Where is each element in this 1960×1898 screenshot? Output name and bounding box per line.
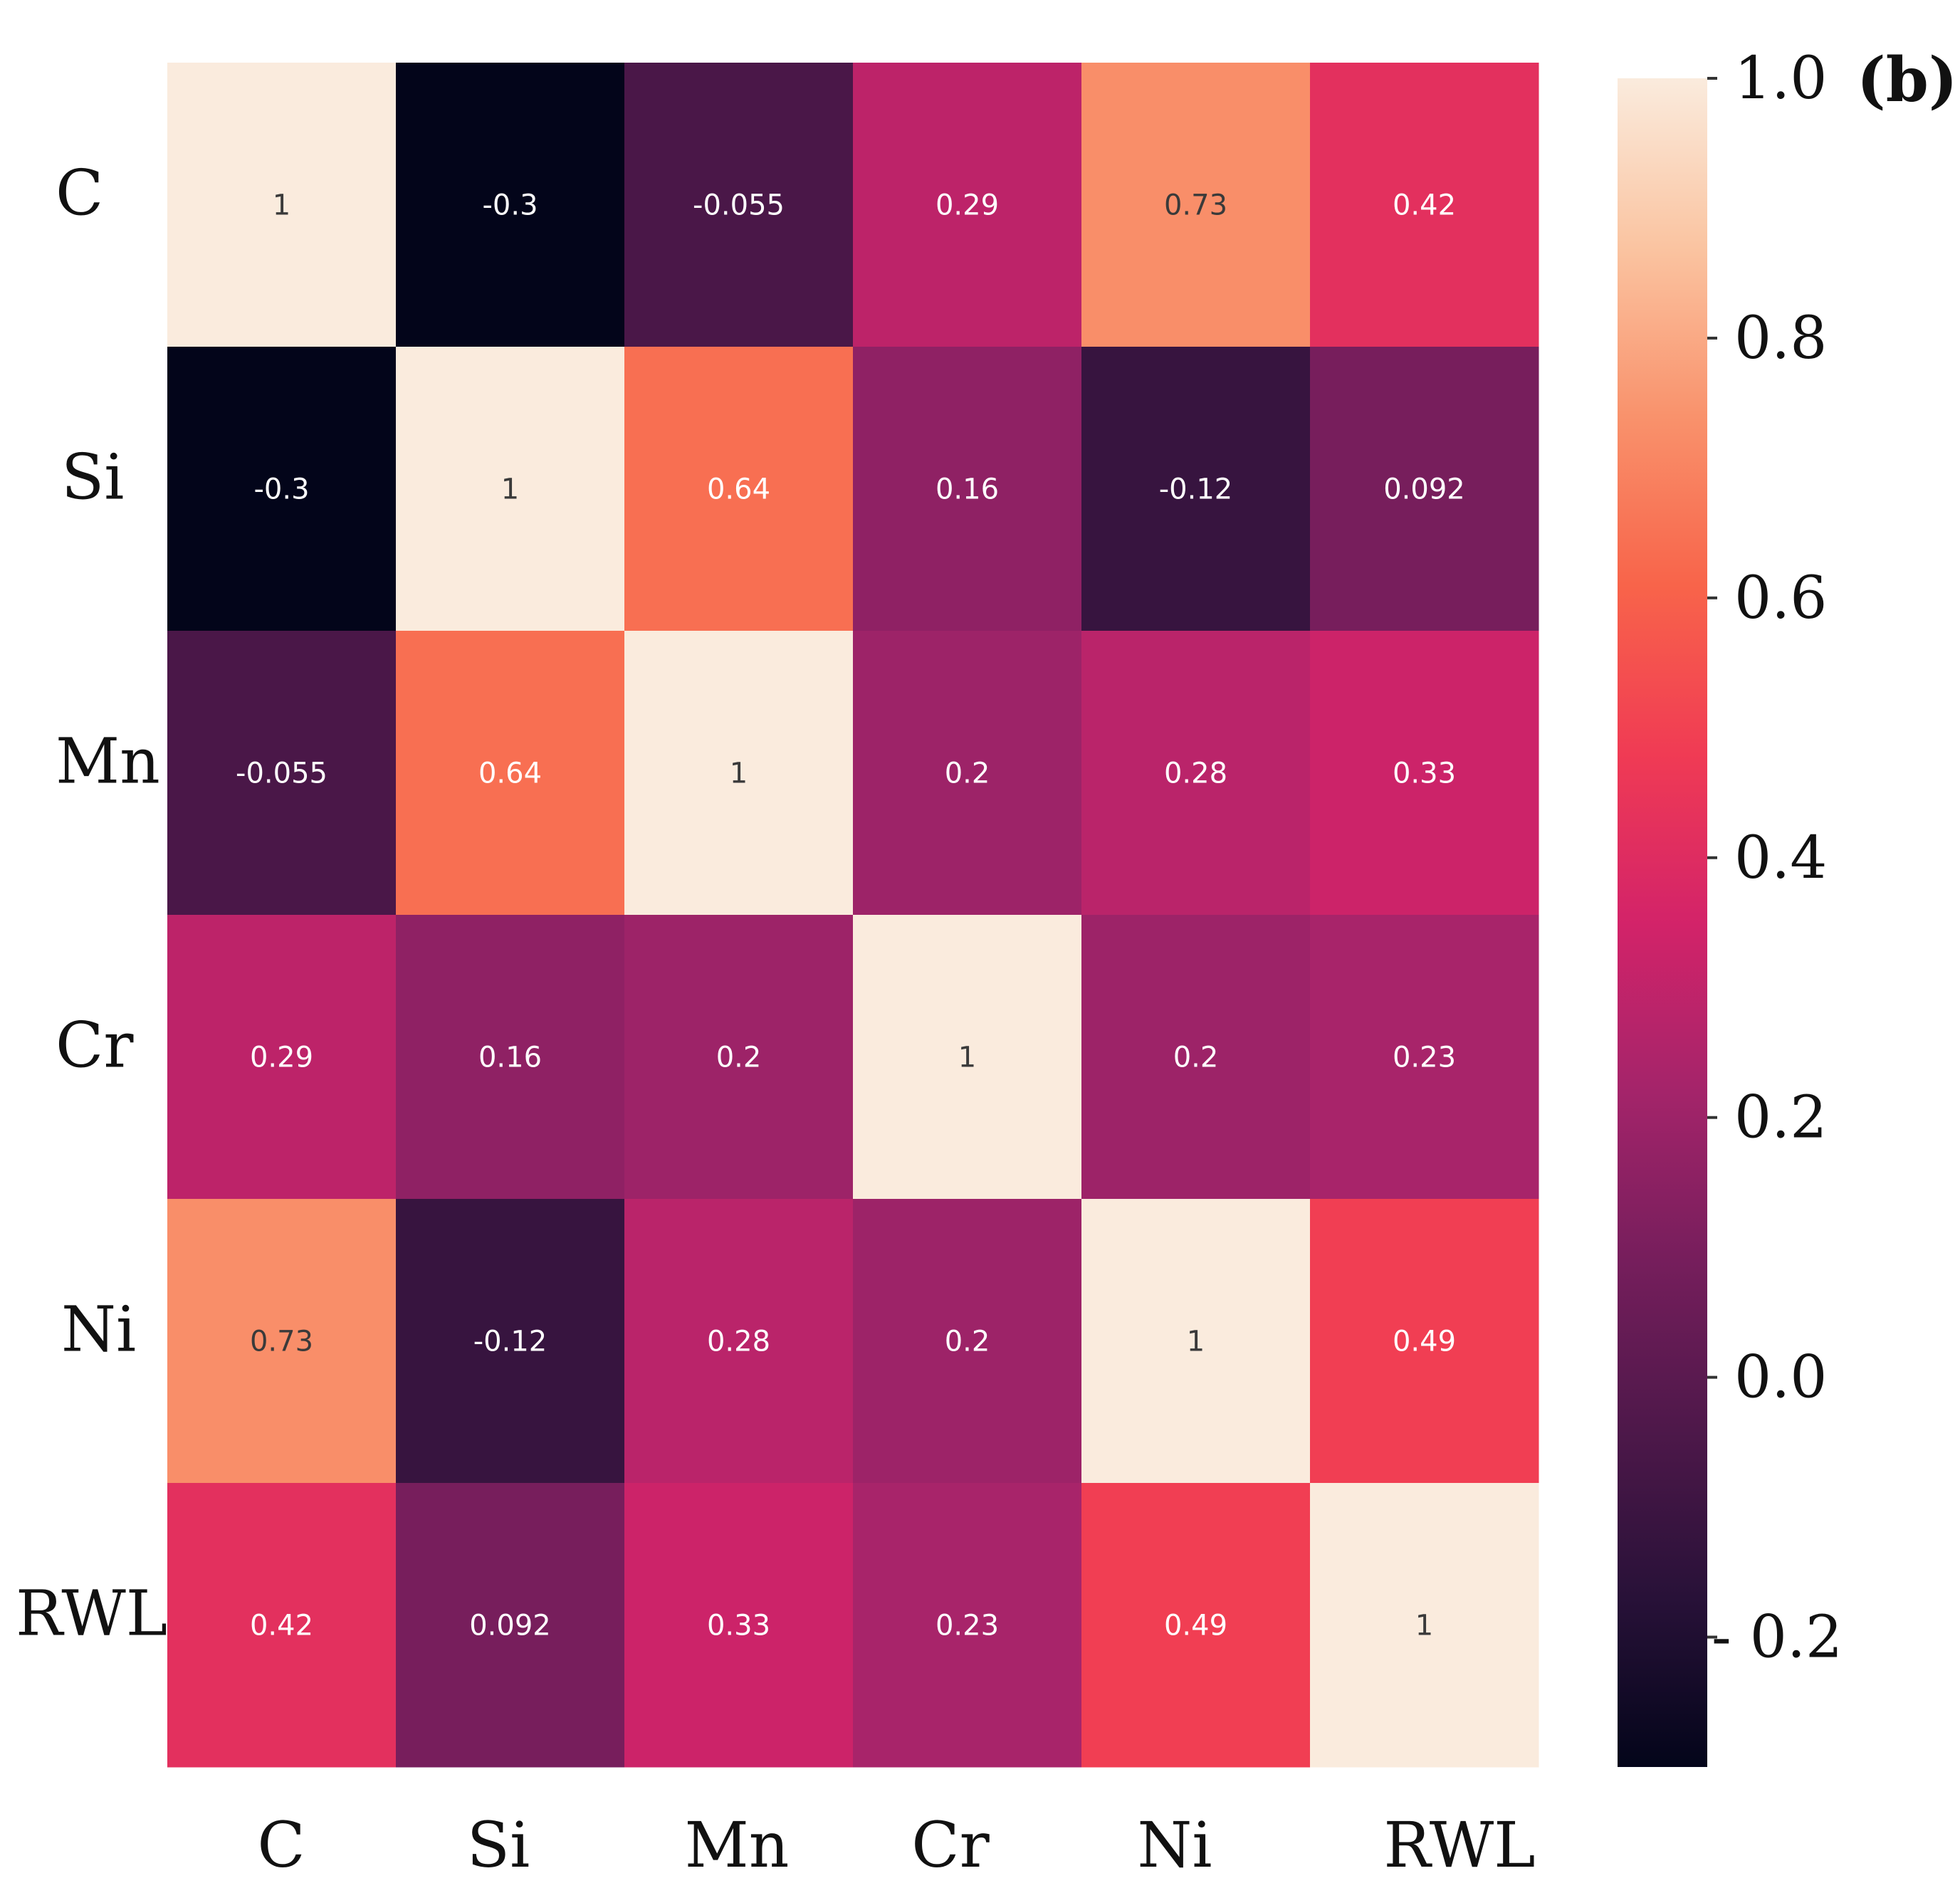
heatmap-cell [624, 631, 854, 916]
heatmap-cell [1081, 631, 1311, 916]
row-label: Ni [61, 1293, 136, 1366]
heatmap-cell [853, 347, 1082, 631]
heatmap-cell [1310, 1483, 1539, 1768]
heatmap-cell [624, 347, 854, 631]
heatmap-cell [853, 631, 1082, 916]
cell-value-label: 0.28 [707, 1326, 770, 1358]
cell-value-label: 0.29 [936, 189, 999, 222]
cell-value-label: 0.49 [1164, 1610, 1227, 1642]
heatmap-cell [167, 63, 397, 347]
cell-value-label: 0.23 [936, 1610, 999, 1642]
cell-value-label: 0.092 [469, 1610, 551, 1642]
heatmap-cell [624, 915, 854, 1200]
heatmap-cell [396, 915, 625, 1200]
heatmap-cell [1310, 347, 1539, 631]
heatmap-cell [396, 63, 625, 347]
heatmap-cell [396, 631, 625, 916]
cell-value-label: 0.33 [707, 1610, 770, 1642]
heatmap-cell [167, 631, 397, 916]
heatmap-cell [167, 1483, 397, 1768]
heatmap-cell [1310, 63, 1539, 347]
heatmap-cell [853, 1483, 1082, 1768]
cell-value-label: 0.28 [1164, 757, 1227, 790]
cell-value-label: 0.092 [1383, 473, 1465, 506]
colorbar: 1.0 0.8 0.6 0.4 0.2 0.0 - 0.2 [1618, 45, 1843, 1767]
heatmap-cell [624, 63, 854, 347]
row-label: Cr [56, 1009, 134, 1082]
column-label: Cr [911, 1808, 990, 1882]
cell-value-label: -0.055 [693, 189, 785, 222]
column-label: Si [467, 1808, 530, 1882]
colorbar-gradient [1618, 78, 1707, 1767]
cell-value-label: 0.16 [478, 1042, 542, 1074]
colorbar-tick-label: 0.0 [1734, 1344, 1827, 1412]
heatmap-cell [396, 1199, 625, 1484]
heatmap-cell [853, 915, 1082, 1200]
colorbar-tick-label: 1.0 [1734, 45, 1827, 112]
cell-value-label: 0.29 [250, 1042, 313, 1074]
heatmap-cell [1081, 347, 1311, 631]
heatmap-cell [853, 63, 1082, 347]
colorbar-tick-label: 0.4 [1734, 824, 1827, 892]
heatmap-cell [1081, 1483, 1311, 1768]
cell-value-label: 0.23 [1393, 1042, 1456, 1074]
row-label: Si [61, 441, 124, 514]
cell-value-label: 0.33 [1393, 757, 1456, 790]
column-label: Mn [685, 1808, 790, 1882]
heatmap-cell [1081, 1199, 1311, 1484]
heatmap-cell [396, 1483, 625, 1768]
heatmap-cell [1310, 915, 1539, 1200]
cell-value-label: 0.16 [936, 473, 999, 506]
cell-value-label: -0.3 [253, 473, 309, 506]
cell-value-label: 1 [730, 757, 748, 790]
cell-value-label: 0.2 [945, 1326, 990, 1358]
cell-value-label: -0.3 [482, 189, 538, 222]
cell-value-label: 1 [958, 1042, 976, 1074]
heatmap-cell [624, 1483, 854, 1768]
cell-value-label: 0.42 [250, 1610, 313, 1642]
colorbar-tick-label: 0.6 [1734, 565, 1827, 632]
cell-value-label: 1 [1187, 1326, 1205, 1358]
cell-value-label: 1 [501, 473, 519, 506]
column-labels: C Si Mn Cr Ni RWL [257, 1808, 1535, 1882]
heatmap-cell [624, 1199, 854, 1484]
cell-value-label: 0.2 [1173, 1042, 1219, 1074]
heatmap-cell [853, 1199, 1082, 1484]
column-label: Ni [1137, 1808, 1212, 1882]
heatmap-cell [1081, 915, 1311, 1200]
heatmap-cell [396, 347, 625, 631]
colorbar-ticks: 1.0 0.8 0.6 0.4 0.2 0.0 - 0.2 [1707, 45, 1843, 1672]
row-label: Mn [56, 725, 160, 798]
cell-value-label: 0.42 [1393, 189, 1456, 222]
heatmap-cell [167, 347, 397, 631]
cell-value-label: 0.64 [707, 473, 770, 506]
cell-value-label: 0.2 [945, 757, 990, 790]
cell-value-label: -0.055 [236, 757, 327, 790]
colorbar-tick-label: 0.8 [1734, 305, 1827, 372]
heatmap-cell [1310, 631, 1539, 916]
cell-value-label: 1 [1415, 1610, 1433, 1642]
cell-value-label: -0.12 [1159, 473, 1233, 506]
cell-value-label: 0.64 [478, 757, 542, 790]
column-label: C [257, 1808, 305, 1882]
cell-value-label: 0.73 [1164, 189, 1227, 222]
cell-value-label: -0.12 [473, 1326, 547, 1358]
heatmap-cell [167, 1199, 397, 1484]
cell-value-label: 0.2 [716, 1042, 762, 1074]
heatmap-cell [1081, 63, 1311, 347]
row-labels: C Si Mn Cr Ni RWL [16, 157, 167, 1650]
heatmap-cell [167, 915, 397, 1200]
row-label: C [56, 157, 103, 230]
heatmap-cell [1310, 1199, 1539, 1484]
row-label: RWL [16, 1577, 167, 1650]
cell-value-label: 0.73 [250, 1326, 313, 1358]
cell-value-label: 1 [273, 189, 290, 222]
heatmap-cells: 1 -0.3 -0.055 0.29 0.73 0.42 -0.3 1 0.64 0.16 -0.1… [167, 63, 1539, 1768]
cell-value-label: 0.49 [1393, 1326, 1456, 1358]
panel-label: (b) [1857, 44, 1958, 116]
column-label: RWL [1383, 1808, 1535, 1882]
colorbar-tick-label: 0.2 [1734, 1084, 1827, 1152]
colorbar-tick-label: - 0.2 [1712, 1604, 1843, 1672]
